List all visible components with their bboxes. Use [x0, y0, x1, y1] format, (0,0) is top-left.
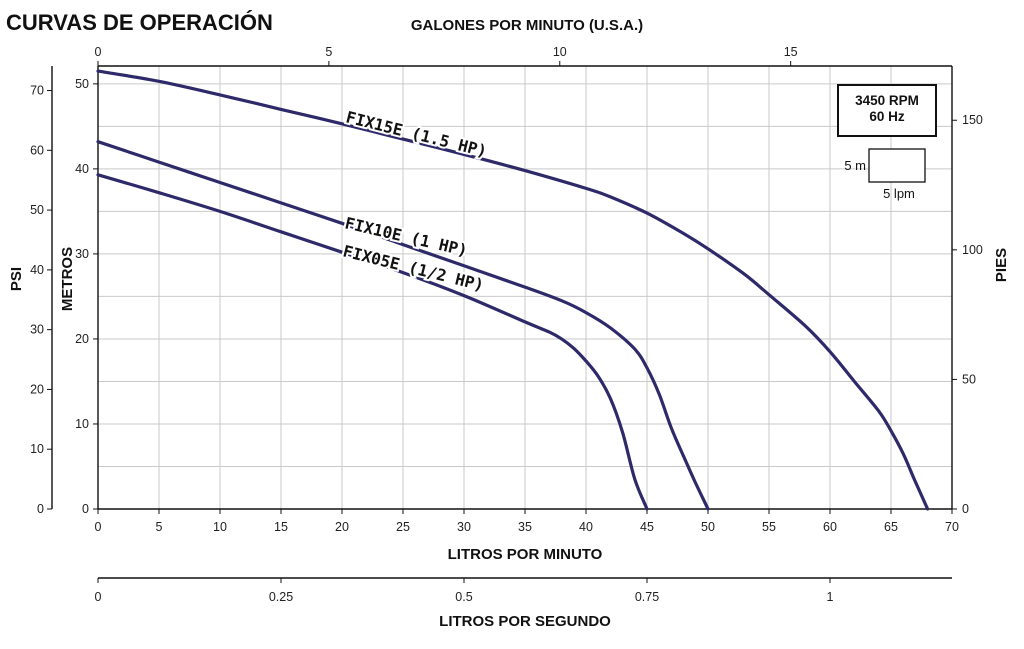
info-box-rpm: 3450 RPM: [855, 93, 919, 108]
x-tick-label: 10: [213, 520, 227, 534]
metros-tick-label: 40: [75, 162, 89, 176]
x-tick-label: 65: [884, 520, 898, 534]
pies-tick-label: 100: [962, 243, 983, 257]
psi-tick-label: 40: [30, 263, 44, 277]
grid-scale-legend: 5 m 5 lpm: [844, 148, 926, 201]
x-tick-label: 25: [396, 520, 410, 534]
x-tick-label: 0: [95, 520, 102, 534]
pies-tick-label: 150: [962, 113, 983, 127]
x-tick-label: 55: [762, 520, 776, 534]
chart-title: CURVAS DE OPERACIÓN: [6, 10, 273, 35]
info-box-hz: 60 Hz: [869, 109, 905, 124]
psi-tick-label: 50: [30, 203, 44, 217]
psi-tick-label: 0: [37, 502, 44, 516]
psi-tick-label: 20: [30, 382, 44, 396]
curve-fix15e: [96, 69, 930, 511]
x-tick-label: 50: [701, 520, 715, 534]
top-axis-label: GALONES POR MINUTO (U.S.A.): [411, 17, 643, 34]
lps-tick-label: 0.25: [269, 590, 293, 604]
grid-legend-vertical: 5 m: [844, 158, 866, 173]
lps-tick-label: 0.75: [635, 590, 659, 604]
info-box: 3450 RPM 60 Hz: [837, 84, 937, 137]
lps-tick-label: 0.5: [455, 590, 472, 604]
x-tick-label: 60: [823, 520, 837, 534]
axes: 0 5 10 15 20 25 30 35 40 45 50 55 60 65 700 5 10 150 0.25 0…: [30, 45, 983, 604]
curve-fix05e: [96, 173, 649, 511]
pump-curves: [96, 69, 930, 511]
top-tick-label: 15: [784, 45, 798, 59]
x-tick-label: 35: [518, 520, 532, 534]
x-axis-label: LITROS POR MINUTO: [448, 546, 603, 563]
psi-tick-label: 60: [30, 143, 44, 157]
bottom-axis2-label: LITROS POR SEGUNDO: [439, 613, 611, 630]
x-tick-label: 70: [945, 520, 959, 534]
x-tick-label: 5: [156, 520, 163, 534]
curve-fix10e: [96, 140, 710, 511]
pies-tick-label: 50: [962, 372, 976, 386]
top-tick-label: 10: [553, 45, 567, 59]
top-tick-label: 0: [95, 45, 102, 59]
x-tick-label: 30: [457, 520, 471, 534]
x-tick-label: 20: [335, 520, 349, 534]
curve-label-fix15e: FIX15E (1.5 HP): [344, 107, 489, 160]
x-tick-label: 40: [579, 520, 593, 534]
top-tick-label: 5: [325, 45, 332, 59]
lps-tick-label: 1: [827, 590, 834, 604]
metros-tick-label: 50: [75, 77, 89, 91]
metros-tick-label: 10: [75, 417, 89, 431]
metros-tick-label: 20: [75, 332, 89, 346]
x-tick-label: 45: [640, 520, 654, 534]
pies-tick-label: 0: [962, 502, 969, 516]
psi-tick-label: 10: [30, 442, 44, 456]
pies-axis-label: PIES: [993, 248, 1010, 282]
psi-axis-label: PSI: [8, 267, 25, 291]
metros-tick-label: 0: [82, 502, 89, 516]
psi-tick-label: 70: [30, 84, 44, 98]
x-tick-label: 15: [274, 520, 288, 534]
metros-axis-label: METROS: [59, 247, 76, 311]
grid-legend-horizontal: 5 lpm: [883, 186, 915, 201]
metros-tick-label: 30: [75, 247, 89, 261]
lps-tick-label: 0: [95, 590, 102, 604]
psi-tick-label: 30: [30, 323, 44, 337]
